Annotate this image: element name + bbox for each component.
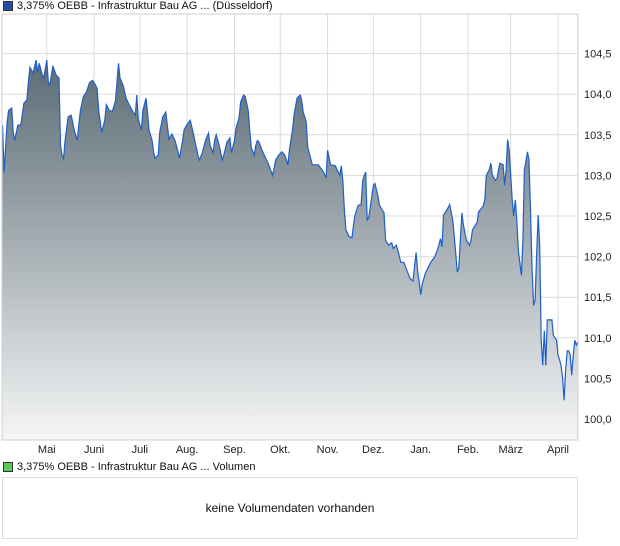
y-tick-label: 101,5 (584, 292, 612, 304)
x-tick-label: Juni (84, 444, 104, 456)
volume-panel: keine Volumendaten vorhanden (2, 477, 578, 539)
price-legend-label: 3,375% OEBB - Infrastruktur Bau AG ... (… (17, 0, 273, 12)
y-tick-label: 104,5 (584, 49, 612, 61)
x-tick-label: Okt. (270, 444, 290, 456)
x-tick-label: Aug. (176, 444, 199, 456)
y-tick-label: 100,5 (584, 373, 612, 385)
x-tick-label: März (498, 444, 522, 456)
x-tick-label: Juli (132, 444, 149, 456)
x-tick-label: Jan. (410, 444, 431, 456)
price-area (2, 60, 578, 440)
x-tick-label: Dez. (362, 444, 385, 456)
y-axis: 100,0 100,5 101,0 101,5 102,0 102,5 103,0 103,5… (584, 49, 612, 426)
volume-legend-swatch (3, 462, 13, 472)
x-tick-label: Nov. (317, 444, 339, 456)
y-tick-label: 102,0 (584, 252, 612, 264)
price-legend: 3,375% OEBB - Infrastruktur Bau AG ... (… (3, 0, 273, 12)
volume-legend-label: 3,375% OEBB - Infrastruktur Bau AG ... V… (17, 461, 256, 473)
y-tick-label: 102,5 (584, 211, 612, 223)
x-tick-label: April (547, 444, 569, 456)
x-axis: Mai Juni Juli Aug. Sep. Okt. Nov. Dez. Jan. Feb. M… (38, 444, 569, 456)
x-tick-label: Mai (38, 444, 56, 456)
plot-frame (1, 13, 579, 441)
price-legend-swatch (3, 1, 13, 11)
x-tick-label: Sep. (223, 444, 246, 456)
y-tick-label: 103,5 (584, 130, 612, 142)
y-tick-label: 104,0 (584, 89, 612, 101)
y-tick-label: 101,0 (584, 333, 612, 345)
price-chart: 100,0 100,5 101,0 101,5 102,0 102,5 103,0 103,5… (1, 13, 612, 456)
price-line (1, 59, 579, 401)
y-tick-label: 103,0 (584, 170, 612, 182)
x-tick-label: Feb. (457, 444, 479, 456)
volume-legend: 3,375% OEBB - Infrastruktur Bau AG ... V… (3, 461, 255, 473)
y-tick-label: 100,0 (584, 414, 612, 426)
no-volume-message: keine Volumendaten vorhanden (205, 501, 375, 515)
